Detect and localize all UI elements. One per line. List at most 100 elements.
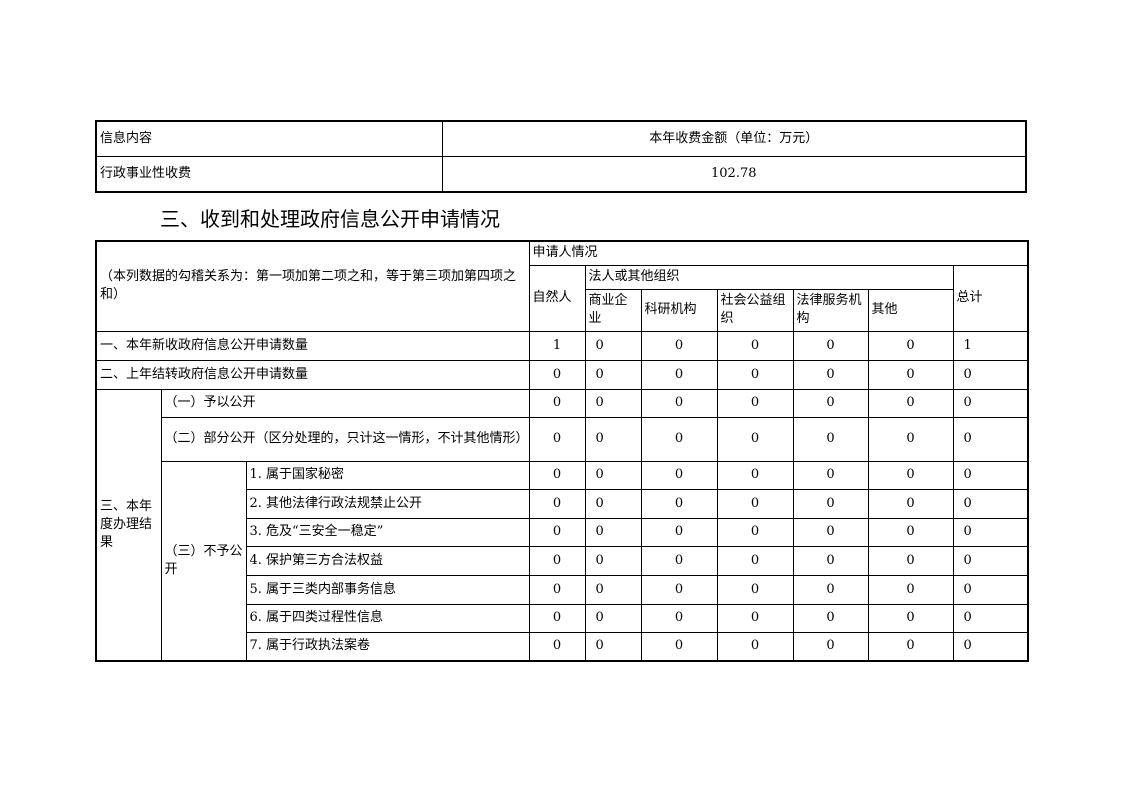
- value-cell: 0: [716, 460, 794, 490]
- value-cell: 0: [584, 488, 642, 519]
- value-cell: 0: [867, 416, 954, 462]
- value-cell: 0: [867, 359, 954, 390]
- total-header: 总计: [952, 264, 1029, 332]
- value-cell: 0: [792, 460, 869, 490]
- org-header-business: 商业企业: [584, 288, 642, 332]
- value-cell: 0: [867, 460, 954, 490]
- not-open-label: （三）不予公开: [160, 460, 247, 662]
- fee-row-value: 102.78: [441, 156, 1027, 193]
- value-cell: 0: [640, 517, 718, 547]
- value-cell: 0: [716, 416, 794, 462]
- value-cell: 0: [716, 517, 794, 547]
- value-cell: 0: [952, 517, 1029, 547]
- application-table: （本列数据的勾稽关系为：第一项加第二项之和，等于第三项加第四项之和） 申请人情况…: [95, 240, 1030, 662]
- row-label: 1. 属于国家秘密: [245, 460, 530, 490]
- org-header-other: 其他: [867, 288, 954, 332]
- value-cell: 0: [528, 416, 586, 462]
- value-cell: 0: [792, 574, 869, 605]
- value-cell: 0: [867, 388, 954, 418]
- value-cell: 0: [528, 603, 586, 633]
- value-cell: 0: [528, 359, 586, 390]
- value-cell: 0: [528, 488, 586, 519]
- value-cell: 0: [952, 460, 1029, 490]
- value-cell: 0: [716, 574, 794, 605]
- value-cell: 0: [584, 517, 642, 547]
- fee-header-content: 信息内容: [95, 120, 443, 157]
- table-row: 6. 属于四类过程性信息 0 0 0 0 0 0 0: [96, 603, 1029, 633]
- fee-row: 行政事业性收费 102.78: [95, 156, 1027, 193]
- value-cell: 0: [640, 488, 718, 519]
- value-cell: 0: [584, 574, 642, 605]
- value-cell: 0: [867, 488, 954, 519]
- value-cell: 0: [528, 545, 586, 576]
- row-label: 5. 属于三类内部事务信息: [245, 574, 530, 605]
- value-cell: 0: [640, 460, 718, 490]
- value-cell: 0: [952, 388, 1029, 418]
- note-cell: （本列数据的勾稽关系为：第一项加第二项之和，等于第三项加第四项之和）: [95, 240, 530, 332]
- value-cell: 0: [640, 631, 718, 662]
- value-cell: 0: [584, 460, 642, 490]
- value-cell: 0: [716, 631, 794, 662]
- value-cell: 0: [867, 517, 954, 547]
- value-cell: 0: [528, 517, 586, 547]
- header-row-3: 商业企业 科研机构 社会公益组织 法律服务机构 其他: [96, 288, 1028, 332]
- value-cell: 0: [952, 603, 1029, 633]
- value-cell: 0: [716, 359, 794, 390]
- value-cell: 0: [716, 388, 794, 418]
- legal-group-header: 法人或其他组织: [584, 264, 954, 290]
- applicant-header: 申请人情况: [528, 240, 1029, 266]
- value-cell: 0: [952, 416, 1029, 462]
- table-row: 一、本年新收政府信息公开申请数量 1 0 0 0 0 0 1: [95, 330, 1029, 361]
- row-label: （一）予以公开: [160, 388, 530, 418]
- value-cell: 0: [716, 330, 794, 361]
- value-cell: 0: [640, 545, 718, 576]
- value-cell: 0: [528, 574, 586, 605]
- value-cell: 0: [716, 603, 794, 633]
- value-cell: 0: [952, 545, 1029, 576]
- table-row: 2. 其他法律行政法规禁止公开 0 0 0 0 0 0 0: [96, 488, 1029, 519]
- section-title: 三、收到和处理政府信息公开申请情况: [160, 207, 500, 231]
- row-label: 6. 属于四类过程性信息: [245, 603, 530, 633]
- value-cell: 0: [792, 603, 869, 633]
- value-cell: 0: [952, 488, 1029, 519]
- value-cell: 0: [867, 574, 954, 605]
- value-cell: 0: [792, 388, 869, 418]
- value-cell: 0: [867, 631, 954, 662]
- value-cell: 0: [867, 603, 954, 633]
- value-cell: 1: [952, 330, 1029, 361]
- value-cell: 0: [640, 574, 718, 605]
- value-cell: 1: [528, 330, 586, 361]
- table-row: 二、上年结转政府信息公开申请数量 0 0 0 0 0 0 0: [95, 359, 1029, 390]
- org-header-public-welfare: 社会公益组织: [716, 288, 794, 332]
- value-cell: 0: [640, 388, 718, 418]
- table-row: （二）部分公开（区分处理的，只计这一情形，不计其他情形） 0 0 0 0 0 0 0: [96, 416, 1029, 462]
- value-cell: 0: [584, 330, 642, 361]
- value-cell: 0: [952, 574, 1029, 605]
- fee-header-row: 信息内容 本年收费金额（单位：万元）: [95, 120, 1027, 157]
- natural-person-header: 自然人: [528, 264, 586, 332]
- result-group-label: 三、本年度办理结果: [95, 388, 162, 662]
- row-label: 4. 保护第三方合法权益: [245, 545, 530, 576]
- value-cell: 0: [584, 631, 642, 662]
- row-label: 二、上年结转政府信息公开申请数量: [95, 359, 530, 390]
- table-row: 7. 属于行政执法案卷 0 0 0 0 0 0 0: [96, 631, 1029, 662]
- table-row: 4. 保护第三方合法权益 0 0 0 0 0 0 0: [96, 545, 1029, 576]
- table-row: （三）不予公开 1. 属于国家秘密 0 0 0 0 0 0 0: [96, 460, 1029, 662]
- row-label: 7. 属于行政执法案卷: [245, 631, 530, 662]
- table-row: 5. 属于三类内部事务信息 0 0 0 0 0 0 0: [96, 574, 1029, 605]
- value-cell: 0: [716, 488, 794, 519]
- fee-row-label: 行政事业性收费: [95, 156, 443, 193]
- org-header-legal-service: 法律服务机构: [792, 288, 869, 332]
- value-cell: 0: [528, 388, 586, 418]
- header-row-2: 自然人 法人或其他组织 总计: [96, 264, 1029, 332]
- value-cell: 0: [952, 631, 1029, 662]
- org-header-research: 科研机构: [640, 288, 718, 332]
- value-cell: 0: [640, 359, 718, 390]
- value-cell: 0: [952, 359, 1029, 390]
- value-cell: 0: [716, 545, 794, 576]
- value-cell: 0: [792, 330, 869, 361]
- value-cell: 0: [867, 330, 954, 361]
- value-cell: 0: [584, 416, 642, 462]
- value-cell: 0: [584, 388, 642, 418]
- value-cell: 0: [640, 416, 718, 462]
